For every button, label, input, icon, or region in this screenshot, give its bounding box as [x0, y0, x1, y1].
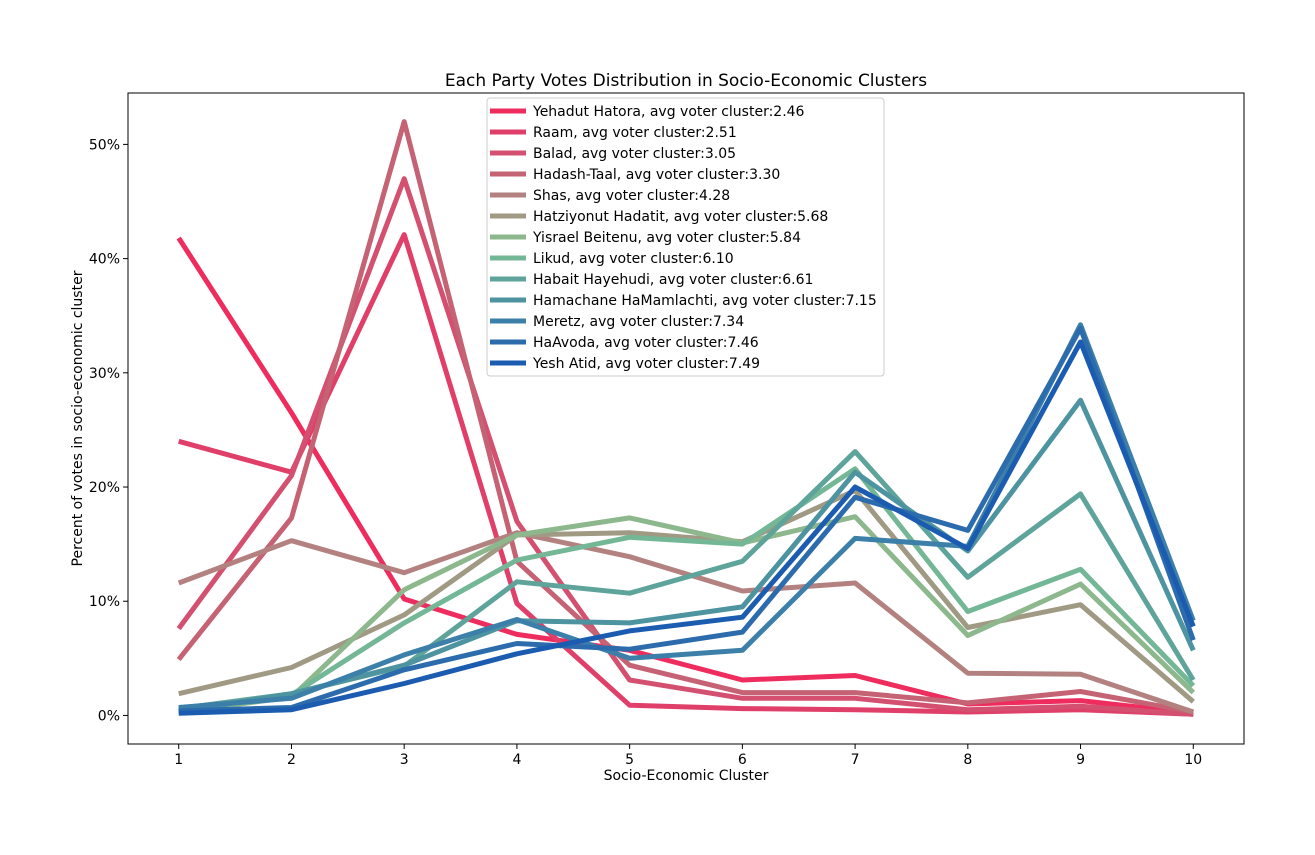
series-layer	[176, 119, 1196, 717]
x-tick-label: 7	[851, 752, 860, 768]
y-axis: 0% 10% 20% 30% 40% 50%	[89, 137, 128, 724]
legend-entry-4: Hadash-Taal, avg voter cluster:3.30	[533, 167, 780, 183]
y-tick-label: 50%	[89, 137, 120, 153]
legend-entry-9: Habait Hayehudi, avg voter cluster:6.61	[533, 272, 813, 288]
series-line-12	[178, 325, 1196, 714]
chart-title: Each Party Votes Distribution in Socio-E…	[445, 71, 927, 91]
legend-entry-10: Hamachane HaMamlachti, avg voter cluster…	[533, 293, 877, 309]
legend-entry-1: Yehadut Hatora, avg voter cluster:2.46	[532, 104, 805, 120]
legend-entry-12: HaAvoda, avg voter cluster:7.46	[533, 335, 759, 351]
legend: Yehadut Hatora, avg voter cluster:2.46 Ra…	[486, 97, 885, 377]
y-axis-label: Percent of votes in socio-economic clust…	[70, 270, 86, 566]
x-axis: 1 2 3 4 5 6 7 8 9 10	[174, 744, 1202, 768]
x-tick-label: 3	[400, 752, 409, 768]
series-line-8	[178, 466, 1196, 714]
legend-entry-5: Shas, avg voter cluster:4.28	[533, 188, 730, 204]
series-line-5	[177, 530, 1195, 715]
plot-frame	[127, 92, 1245, 745]
y-tick-label: 10%	[89, 594, 120, 610]
series-line-13	[178, 339, 1196, 716]
legend-entry-8: Likud, avg voter cluster:6.10	[533, 251, 734, 267]
series-line-10	[178, 397, 1196, 715]
x-tick-label: 2	[287, 752, 296, 768]
legend-entry-7: Yisrael Beitenu, avg voter cluster:5.84	[532, 230, 801, 246]
x-tick-label: 9	[1076, 752, 1085, 768]
legend-entry-11: Meretz, avg voter cluster:7.34	[533, 314, 744, 330]
x-tick-label: 8	[963, 752, 972, 768]
y-tick-label: 20%	[89, 480, 120, 496]
series-line-1	[176, 236, 1194, 716]
legend-entry-2: Raam, avg voter cluster:2.51	[533, 125, 737, 141]
y-tick-label: 40%	[89, 252, 120, 268]
series-line-4	[176, 119, 1194, 715]
y-tick-label: 0%	[98, 708, 120, 724]
x-tick-label: 1	[174, 752, 183, 768]
y-tick-label: 30%	[89, 366, 120, 382]
series-line-7	[178, 514, 1196, 715]
legend-entry-3: Balad, avg voter cluster:3.05	[533, 146, 736, 162]
x-tick-label: 4	[512, 752, 521, 768]
legend-entry-13: Yesh Atid, avg voter cluster:7.49	[532, 356, 760, 372]
x-tick-label: 10	[1184, 752, 1202, 768]
legend-frame	[486, 97, 885, 377]
x-tick-label: 5	[625, 752, 634, 768]
x-axis-label: Socio-Economic Cluster	[604, 768, 769, 784]
series-line-11	[178, 322, 1196, 710]
series-line-2	[178, 232, 1194, 717]
x-tick-label: 6	[738, 752, 747, 768]
legend-entry-6: Hatziyonut Hadatit, avg voter cluster:5.…	[533, 209, 828, 225]
